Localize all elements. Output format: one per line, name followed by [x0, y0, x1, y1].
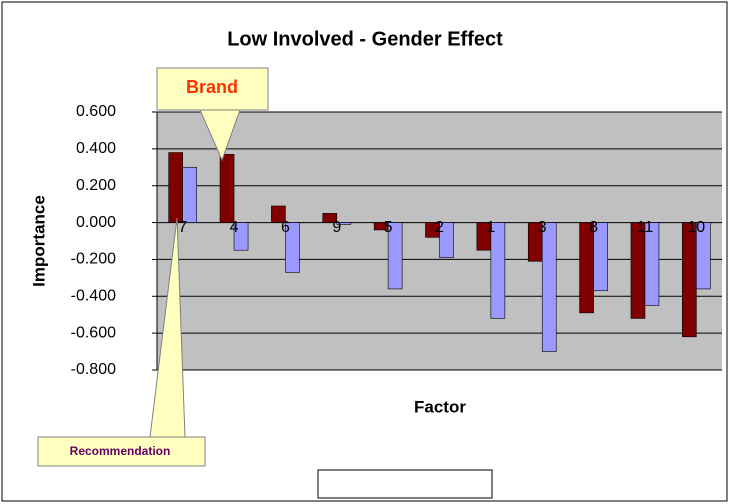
bar	[579, 222, 594, 314]
bar	[271, 205, 286, 223]
x-tick-label: 2	[435, 219, 444, 236]
x-tick-label: 11	[637, 219, 654, 236]
callout-box	[37, 436, 206, 467]
annotation: Recommendation	[70, 444, 171, 458]
bar	[644, 222, 660, 306]
annotation: Brand	[186, 77, 238, 97]
chart-title: Low Involved - Gender Effect	[227, 28, 503, 50]
y-tick-label: -0.400	[71, 288, 116, 305]
y-tick-label: -0.200	[71, 251, 116, 268]
bar	[439, 222, 454, 258]
y-tick-label: 0.600	[76, 103, 116, 120]
x-tick-label: 8	[589, 219, 598, 236]
bar	[219, 154, 235, 223]
bar	[322, 213, 338, 223]
x-tick-label: 10	[687, 219, 705, 236]
bar	[541, 222, 557, 352]
x-axis-label: Factor	[414, 397, 466, 416]
y-tick-label: 0.000	[76, 214, 116, 231]
y-tick-label: 0.400	[76, 140, 116, 157]
y-axis-label: Importance	[29, 195, 48, 287]
callout-box	[156, 67, 269, 111]
bar	[630, 222, 646, 319]
bar	[682, 222, 697, 338]
plot-area	[157, 111, 722, 371]
legend-box	[317, 469, 493, 499]
y-tick-label: 0.200	[76, 177, 116, 194]
x-tick-label: 3	[538, 219, 547, 236]
y-tick-label: -0.600	[71, 324, 116, 341]
bar	[336, 222, 352, 225]
x-tick-label: 4	[230, 219, 239, 236]
x-tick-label: 5	[384, 219, 393, 236]
bar	[168, 152, 183, 223]
x-tick-label: 7	[178, 219, 187, 236]
bar	[490, 222, 506, 319]
x-tick-label: 1	[486, 219, 495, 236]
bar	[182, 166, 197, 223]
bar	[233, 222, 249, 251]
bar	[696, 222, 711, 290]
x-tick-label: 9	[332, 219, 341, 236]
bar	[285, 222, 300, 273]
bar	[387, 222, 403, 290]
annotations: Brand Recommendation	[37, 67, 269, 467]
bar	[593, 222, 608, 292]
y-tick-label: -0.800	[71, 361, 116, 378]
x-tick-label: 6	[281, 219, 290, 236]
